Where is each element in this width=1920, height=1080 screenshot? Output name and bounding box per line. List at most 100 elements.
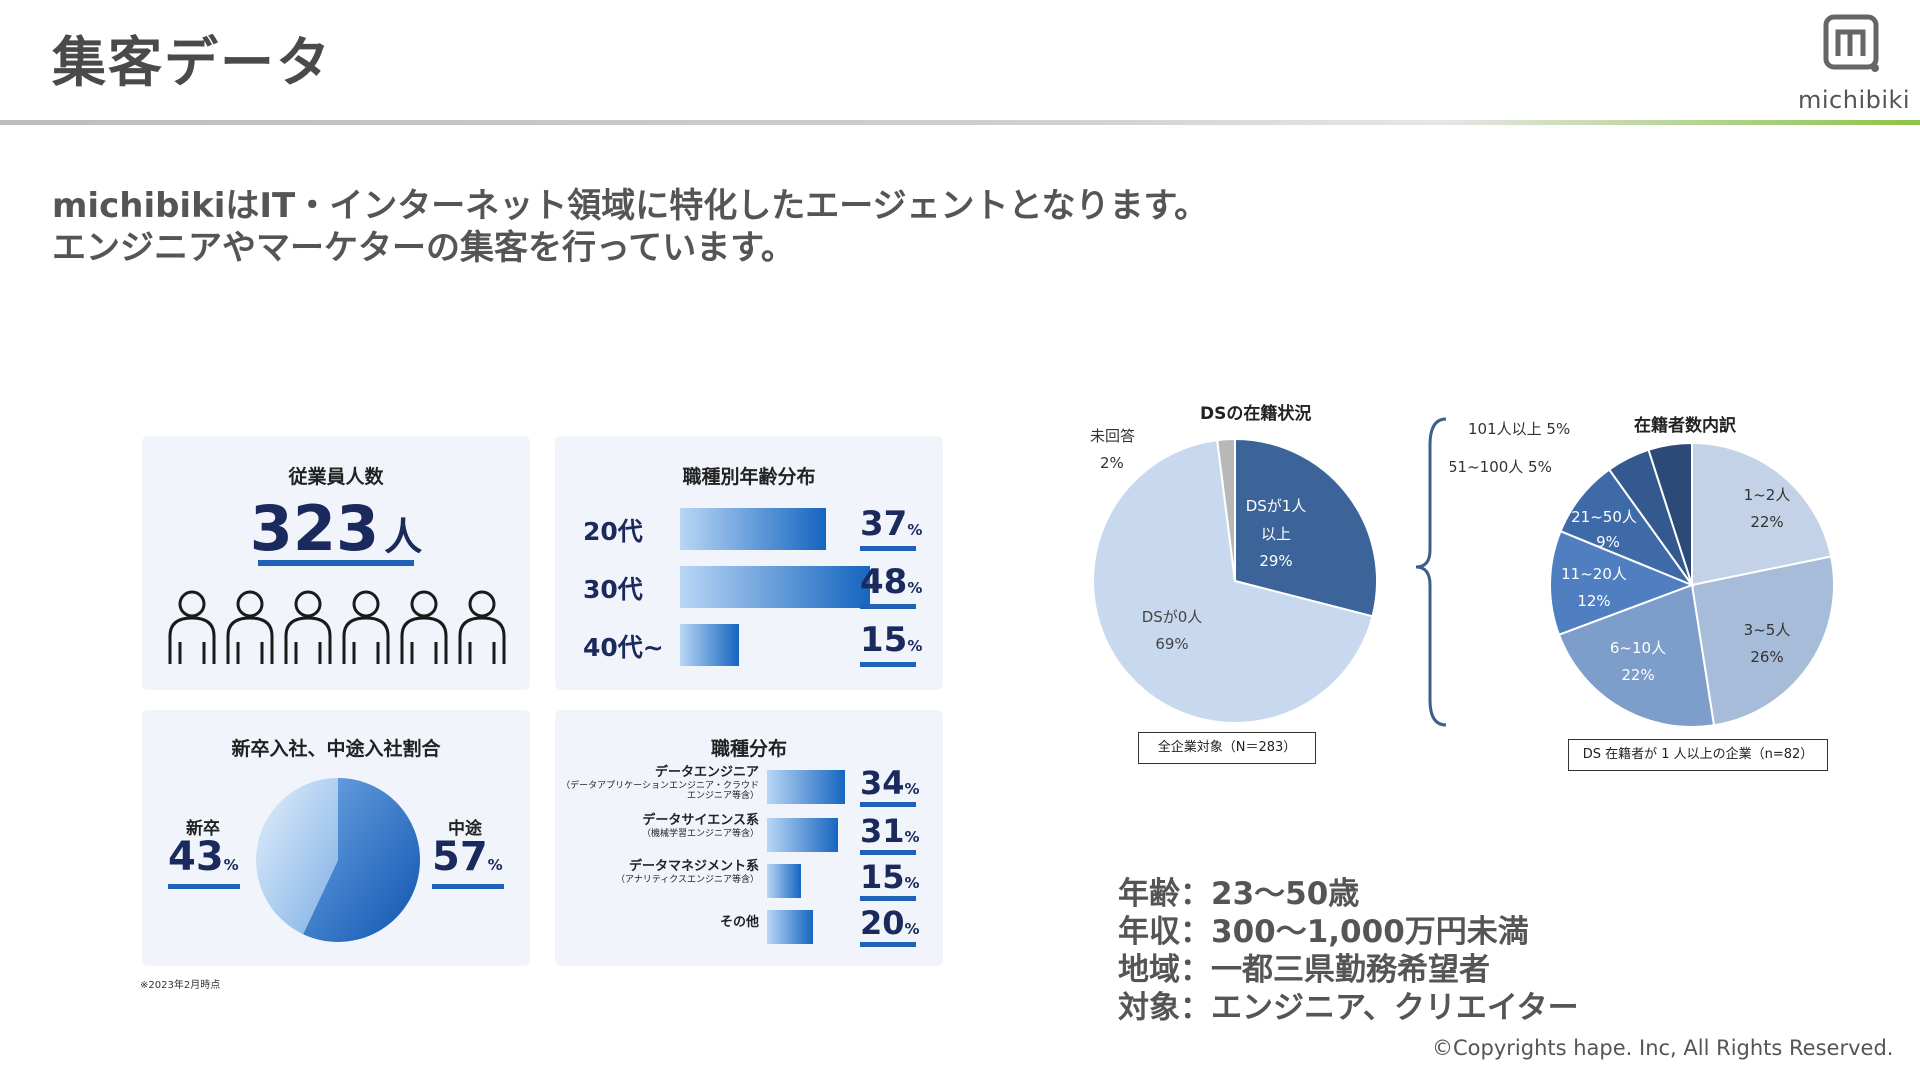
job-distribution-card: 職種分布 データエンジニア （データアプリケーションエンジニア・クラウドエンジニア… — [555, 710, 943, 966]
hire-ratio-title: 新卒入社、中途入社割合 — [231, 738, 441, 760]
job-pct-underline — [860, 942, 916, 947]
age-bar — [680, 566, 870, 608]
slice-101-plus — [1647, 441, 1693, 586]
slice-ds-0 — [1092, 439, 1374, 724]
employee-count-value: 323 — [249, 492, 380, 565]
s1-pct: 22% — [1750, 513, 1783, 531]
employee-count-value-wrap: 323 人 — [142, 492, 530, 565]
hire-ratio-pie — [256, 778, 420, 942]
age-distribution-title: 職種別年齢分布 — [682, 466, 816, 488]
age-pct: 37% — [860, 504, 923, 544]
job-row-label: データサイエンス系 （機械学習エンジニア等含） — [559, 813, 759, 839]
job-bar — [767, 864, 802, 898]
age-row-label: 30代 — [583, 575, 643, 604]
slice-mid-career — [303, 778, 420, 942]
ds1-label-line2: 以上 — [1261, 525, 1291, 543]
person-icon — [226, 590, 274, 664]
ds0-label: DSが0人 — [1142, 608, 1203, 626]
age-pct: 48% — [860, 562, 923, 602]
job-row-name: その他 — [719, 915, 759, 930]
s1-label: 1~2人 — [1744, 486, 1791, 504]
na-pct: 2% — [1100, 454, 1124, 472]
employee-count-underline — [258, 560, 414, 566]
job-row-name: データサイエンス系 — [642, 813, 759, 828]
age-row-label: 20代 — [583, 517, 643, 546]
page-title: 集客データ — [52, 31, 332, 94]
logo-text: michibiki — [1798, 86, 1911, 114]
job-bar — [767, 910, 813, 944]
curly-brace-icon — [1415, 417, 1447, 727]
ds1-label-line1: DSが1人 — [1246, 497, 1307, 515]
intro-line-1: michibikiはIT・インターネット領域に特化したエージェントとなります。 — [52, 186, 1209, 226]
person-icon — [168, 590, 216, 664]
job-pct-underline — [860, 802, 916, 807]
footnote: ※2023年2月時点 — [140, 980, 221, 991]
slice-11-20 — [1549, 529, 1695, 637]
ds-status-title: DSの在籍状況 — [1200, 403, 1311, 424]
job-row-sub: （データアプリケーションエンジニア・クラウドエンジニア等含） — [561, 780, 759, 802]
person-icon — [342, 590, 390, 664]
ds-headcount-caption: DS 在籍者が 1 人以上の企業（n=82） — [1568, 739, 1828, 771]
slice-no-answer — [1216, 437, 1236, 582]
person-icon — [284, 590, 332, 664]
people-icons — [168, 590, 506, 664]
job-row-sub: （機械学習エンジニア等含） — [641, 828, 759, 839]
intro-line-2: エンジニアやマーケターの集客を行っています。 — [52, 228, 795, 268]
fact-age: 年齢：23〜50歳 — [1118, 876, 1360, 912]
title-divider — [0, 120, 1920, 125]
job-row-label: その他 — [559, 915, 759, 931]
copyright: ©Copyrights hape. Inc, All Rights Reserv… — [1432, 1036, 1894, 1060]
age-pct-underline — [860, 604, 916, 609]
s4-pct: 12% — [1577, 592, 1610, 610]
slice-new-grad — [256, 778, 338, 935]
s5-label: 21~50人 — [1571, 508, 1637, 526]
fact-target: 対象：エンジニア、クリエイター — [1118, 990, 1579, 1026]
job-row-sub: （アナリティクスエンジニア等含） — [615, 874, 759, 885]
s3-pct: 22% — [1621, 666, 1654, 684]
mid-career-label: 中途 — [448, 819, 482, 839]
person-icon — [400, 590, 448, 664]
ds-headcount-title: 在籍者数内訳 — [1634, 415, 1737, 436]
person-icon — [458, 590, 506, 664]
employee-count-unit: 人 — [384, 515, 423, 559]
s7-label: 101人以上 5% — [1468, 420, 1570, 438]
age-bar — [680, 624, 740, 666]
ds-status-caption: 全企業対象（N＝283） — [1138, 732, 1316, 764]
job-row-name: データエンジニア — [654, 765, 759, 780]
employee-count-card: 従業員人数 323 人 — [142, 436, 530, 690]
job-pct-underline — [860, 850, 916, 855]
ds0-pct: 69% — [1155, 635, 1188, 653]
job-pct-underline — [860, 896, 916, 901]
michibiki-logo-icon — [1823, 14, 1879, 72]
slice-3-5 — [1690, 555, 1835, 727]
mid-career-underline — [432, 884, 504, 889]
s5-pct: 9% — [1596, 533, 1620, 551]
na-label: 未回答 — [1090, 427, 1135, 445]
ds1-pct: 29% — [1259, 552, 1292, 570]
new-grad-pct: 43% — [168, 834, 239, 880]
job-row-label: データエンジニア （データアプリケーションエンジニア・クラウドエンジニア等含） — [559, 765, 759, 802]
age-pct: 15% — [860, 620, 923, 660]
new-grad-underline — [168, 884, 240, 889]
job-pct: 31% — [860, 812, 920, 850]
job-pct: 34% — [860, 764, 920, 802]
s6-label: 51~100人 5% — [1450, 458, 1552, 476]
employee-count-title: 従業員人数 — [288, 466, 384, 488]
hire-ratio-card: 新卒入社、中途入社割合 新卒 43% 中途 57% — [142, 710, 530, 966]
new-grad-label: 新卒 — [186, 819, 220, 839]
age-pct-underline — [860, 546, 916, 551]
s2-label: 3~5人 — [1744, 621, 1791, 639]
job-pct: 20% — [860, 904, 920, 942]
ds-status-pie-chart: DSの在籍状況 未回答 2% DSが1人 以上 29% DSが0人 69% — [1090, 403, 1378, 724]
age-row-label: 40代~ — [583, 633, 664, 662]
job-row-label: データマネジメント系 （アナリティクスエンジニア等含） — [559, 859, 759, 885]
age-distribution-card: 職種別年齢分布 20代 37% 30代 48% 40代~ 15% — [555, 436, 943, 690]
job-pct: 15% — [860, 858, 920, 896]
s2-pct: 26% — [1750, 648, 1783, 666]
slice-1-2 — [1691, 441, 1833, 587]
job-row-name: データマネジメント系 — [628, 859, 759, 874]
job-distribution-title: 職種分布 — [710, 738, 787, 760]
fact-income: 年収：300〜1,000万円未満 — [1118, 914, 1529, 950]
ds-headcount-pie-chart: 在籍者数内訳 101人以上 5% 51~100人 5% 1~2人 22% 3~5… — [1450, 415, 1835, 728]
job-bar — [767, 770, 845, 804]
